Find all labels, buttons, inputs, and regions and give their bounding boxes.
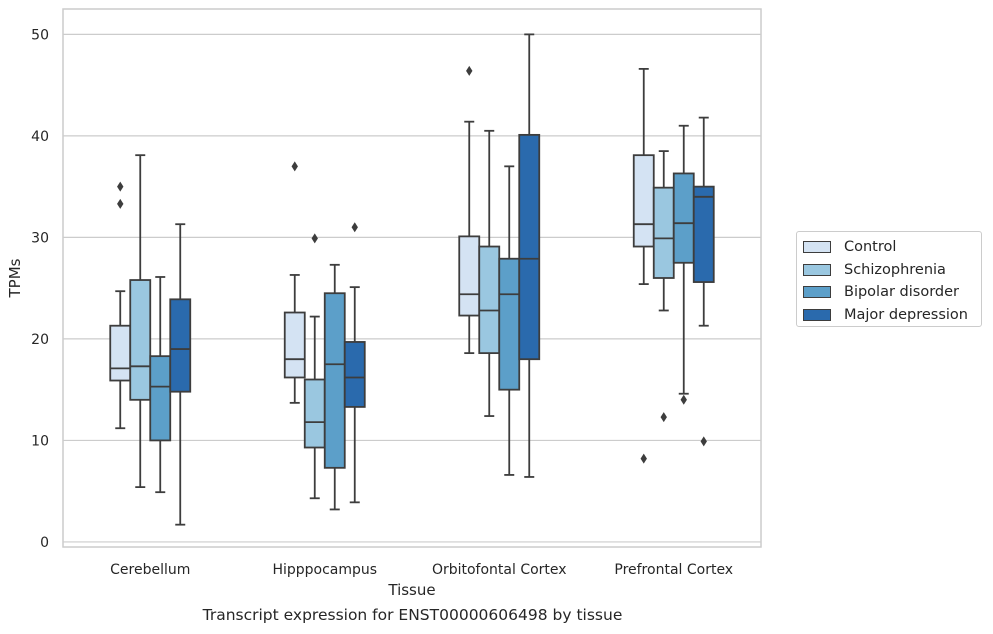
grid-lines — [63, 33, 761, 543]
chart-caption: Transcript expression for ENST0000060649… — [202, 606, 623, 624]
y-tick-label: 20 — [31, 332, 49, 348]
box-body — [672, 172, 695, 264]
outlier-point — [351, 222, 358, 233]
box-body — [109, 324, 132, 382]
box-body — [652, 186, 675, 279]
box-body — [343, 341, 366, 408]
box-schizophrenia — [129, 154, 152, 489]
x-tick-label: Cerebellum — [110, 562, 190, 578]
box-schizophrenia — [478, 129, 501, 417]
box-major-depression — [343, 222, 366, 504]
legend-label: Control — [844, 239, 897, 256]
box-body — [129, 279, 152, 401]
x-axis-ticks: Cerebellum Hipppocampus Orbitofontal Corte… — [110, 562, 733, 578]
y-tick-label: 50 — [31, 27, 49, 43]
box-body — [169, 298, 192, 393]
legend-swatch — [803, 263, 831, 276]
box-body — [478, 245, 501, 355]
box-major-depression — [692, 116, 715, 447]
x-axis-label: Tissue — [387, 581, 435, 599]
legend-item: Bipolar disorder — [803, 281, 981, 304]
box-body — [458, 235, 481, 317]
y-tick-label: 30 — [31, 230, 49, 246]
y-tick-label: 10 — [31, 433, 49, 449]
box-body — [498, 257, 521, 391]
legend-label: Schizophrenia — [844, 261, 946, 278]
outlier-point — [311, 233, 318, 244]
outlier-point — [291, 161, 298, 172]
box-body — [632, 154, 655, 248]
outlier-point — [466, 65, 473, 76]
legend-swatch — [803, 308, 831, 321]
outlier-point — [660, 412, 667, 423]
boxes — [109, 33, 715, 526]
box-body — [303, 378, 326, 449]
box-control — [283, 161, 306, 404]
legend-item: Schizophrenia — [803, 259, 981, 282]
y-axis-ticks: 0 10 20 30 40 50 — [31, 27, 49, 551]
outlier-point — [117, 181, 124, 192]
box-body — [518, 133, 541, 361]
box-body — [283, 311, 306, 379]
legend-item: Control — [803, 236, 981, 259]
box-bipolar-disorder — [323, 263, 346, 511]
legend-label: Bipolar disorder — [844, 284, 959, 301]
box-schizophrenia — [652, 150, 675, 423]
box-bipolar-disorder — [498, 165, 521, 476]
legend-swatch — [803, 241, 831, 254]
box-bipolar-disorder — [149, 276, 172, 494]
x-tick-label: Orbitofontal Cortex — [432, 562, 567, 578]
x-tick-label: Prefrontal Cortex — [614, 562, 733, 578]
box-major-depression — [518, 33, 541, 478]
box-major-depression — [169, 223, 192, 526]
y-tick-label: 40 — [31, 129, 49, 145]
legend: Control Schizophrenia Bipolar disorder M… — [796, 231, 982, 327]
box-body — [149, 355, 172, 442]
legend-label: Major depression — [844, 306, 968, 323]
x-tick-label: Hipppocampus — [272, 562, 377, 578]
outlier-point — [700, 436, 707, 447]
box-body — [692, 185, 715, 283]
legend-item: Major depression — [803, 304, 981, 327]
outlier-point — [680, 394, 687, 405]
box-body — [323, 292, 346, 469]
plot-frame — [62, 8, 762, 548]
box-control — [632, 67, 655, 464]
outlier-point — [117, 198, 124, 209]
box-schizophrenia — [303, 233, 326, 500]
box-bipolar-disorder — [672, 124, 695, 405]
legend-swatch — [803, 286, 831, 299]
y-tick-label: 0 — [40, 535, 49, 551]
outlier-point — [640, 453, 647, 464]
box-control — [109, 181, 132, 430]
box-control — [458, 65, 481, 355]
y-axis-label: TPMs — [6, 258, 24, 298]
